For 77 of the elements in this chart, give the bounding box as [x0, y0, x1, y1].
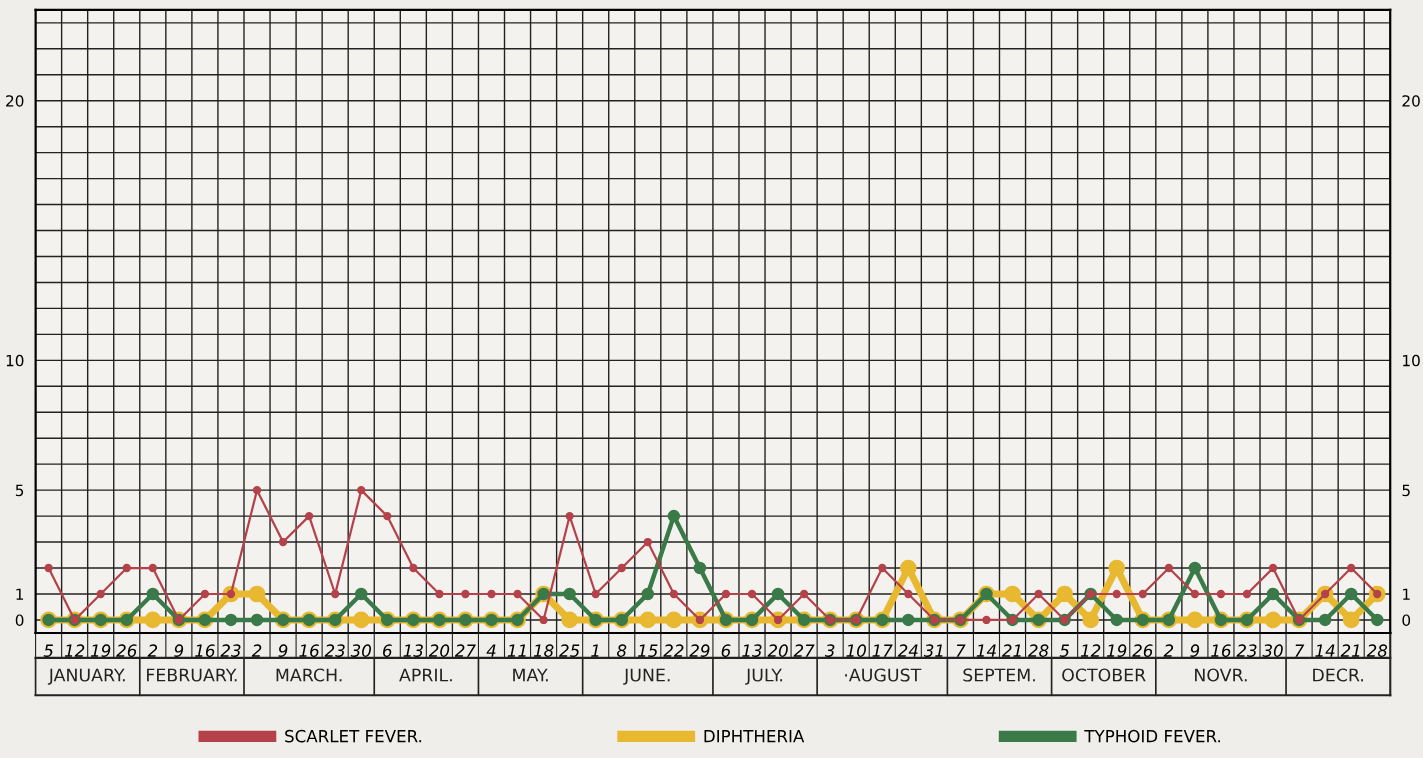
x-tick-label: 23: [324, 644, 345, 657]
x-tick-label: 10: [846, 644, 866, 657]
x-tick-label: 7: [956, 644, 966, 657]
text: JUNE.: [623, 668, 670, 685]
x-tick-label: 7: [1295, 644, 1305, 657]
x-tick-label: 23: [220, 644, 241, 657]
y-tick-label: 0: [15, 614, 24, 626]
x-tick-label: 26: [1132, 644, 1153, 657]
x-tick-label: 28: [1366, 644, 1388, 657]
legend-label: DIPHTHERIA: [704, 730, 805, 743]
x-tick-label: 20: [428, 644, 450, 657]
x-tick-label: 17: [872, 644, 893, 657]
x-tick-label: 28: [1028, 644, 1049, 657]
x-tick-label: 9: [1190, 644, 1200, 657]
x-tick-label: 6: [721, 644, 731, 657]
x-tick-label: 21: [1001, 644, 1021, 657]
x-tick-label: 16: [195, 644, 215, 657]
y-tick-label: 10: [6, 354, 24, 367]
text: DECR.: [1313, 668, 1363, 682]
x-tick-label: 1: [591, 644, 599, 657]
x-tick-label: 31: [923, 644, 943, 657]
y2-tick-label: 20: [1402, 95, 1420, 107]
x-tick-label: 13: [403, 644, 423, 657]
x-tick-label: 18: [533, 644, 554, 657]
x-tick-label: 21: [1340, 644, 1360, 657]
text: FEBRUARY.: [147, 668, 237, 682]
y-tick-label: 20: [6, 95, 24, 107]
x-tick-label: 12: [1080, 644, 1101, 657]
x-tick-label: 5: [43, 644, 53, 657]
x-tick-label: 2: [1163, 644, 1174, 657]
y2-tick-label: 10: [1403, 354, 1420, 367]
text: NOVR.: [1195, 668, 1247, 682]
y-tick-label: 5: [15, 484, 24, 497]
text: MAY.: [513, 668, 548, 682]
x-tick-label: 9: [174, 644, 184, 657]
x-tick-label: 13: [742, 644, 762, 657]
text: APRIL.: [399, 668, 452, 682]
x-tick-label: 22: [663, 644, 684, 657]
x-tick-label: 11: [507, 644, 526, 657]
text: SEPTEM.: [963, 668, 1035, 682]
x-tick-label: 9: [278, 644, 288, 657]
x-tick-label: 19: [1106, 644, 1127, 657]
x-tick-label: 30: [1262, 644, 1283, 657]
x-tick-label: 26: [116, 644, 137, 657]
x-tick-label: 3: [824, 644, 835, 657]
x-tick-label: 27: [454, 644, 476, 657]
x-tick-label: 15: [638, 644, 658, 657]
x-tick-label: 27: [793, 644, 815, 657]
x-tick-label: 19: [90, 644, 111, 657]
x-tick-label: 8: [616, 644, 627, 657]
text: JULY.: [745, 668, 783, 685]
x-tick-label: 12: [64, 644, 85, 657]
text: MARCH.: [276, 668, 342, 682]
x-tick-label: 16: [1211, 644, 1231, 657]
legend-label: TYPHOID FEVER.: [1084, 729, 1220, 743]
x-tick-label: 24: [897, 644, 918, 657]
x-tick-label: 30: [350, 644, 371, 657]
x-tick-label: 20: [767, 644, 788, 657]
x-tick-label: 23: [1236, 644, 1257, 657]
x-tick-label: 2: [147, 644, 158, 657]
x-tick-label: 16: [299, 644, 319, 657]
text: ·AUGUST: [845, 668, 922, 682]
x-tick-label: 6: [383, 644, 392, 657]
legend-label: SCARLET FEVER.: [285, 729, 422, 743]
y-tick-label: 1: [16, 588, 24, 600]
text: JANUARY.: [47, 668, 125, 685]
x-tick-label: 14: [1315, 644, 1335, 657]
y2-tick-label: 5: [1402, 484, 1410, 497]
x-tick-label: 5: [1059, 644, 1070, 657]
x-tick-label: 4: [486, 644, 496, 657]
y2-tick-label: 1: [1403, 588, 1410, 600]
x-tick-label: 2: [251, 644, 262, 657]
text: OCTOBER: [1062, 668, 1146, 682]
x-tick-label: 25: [559, 644, 580, 657]
x-tick-label: 14: [976, 644, 996, 657]
x-tick-label: 29: [689, 644, 710, 657]
y2-tick-label: 0: [1402, 614, 1411, 626]
